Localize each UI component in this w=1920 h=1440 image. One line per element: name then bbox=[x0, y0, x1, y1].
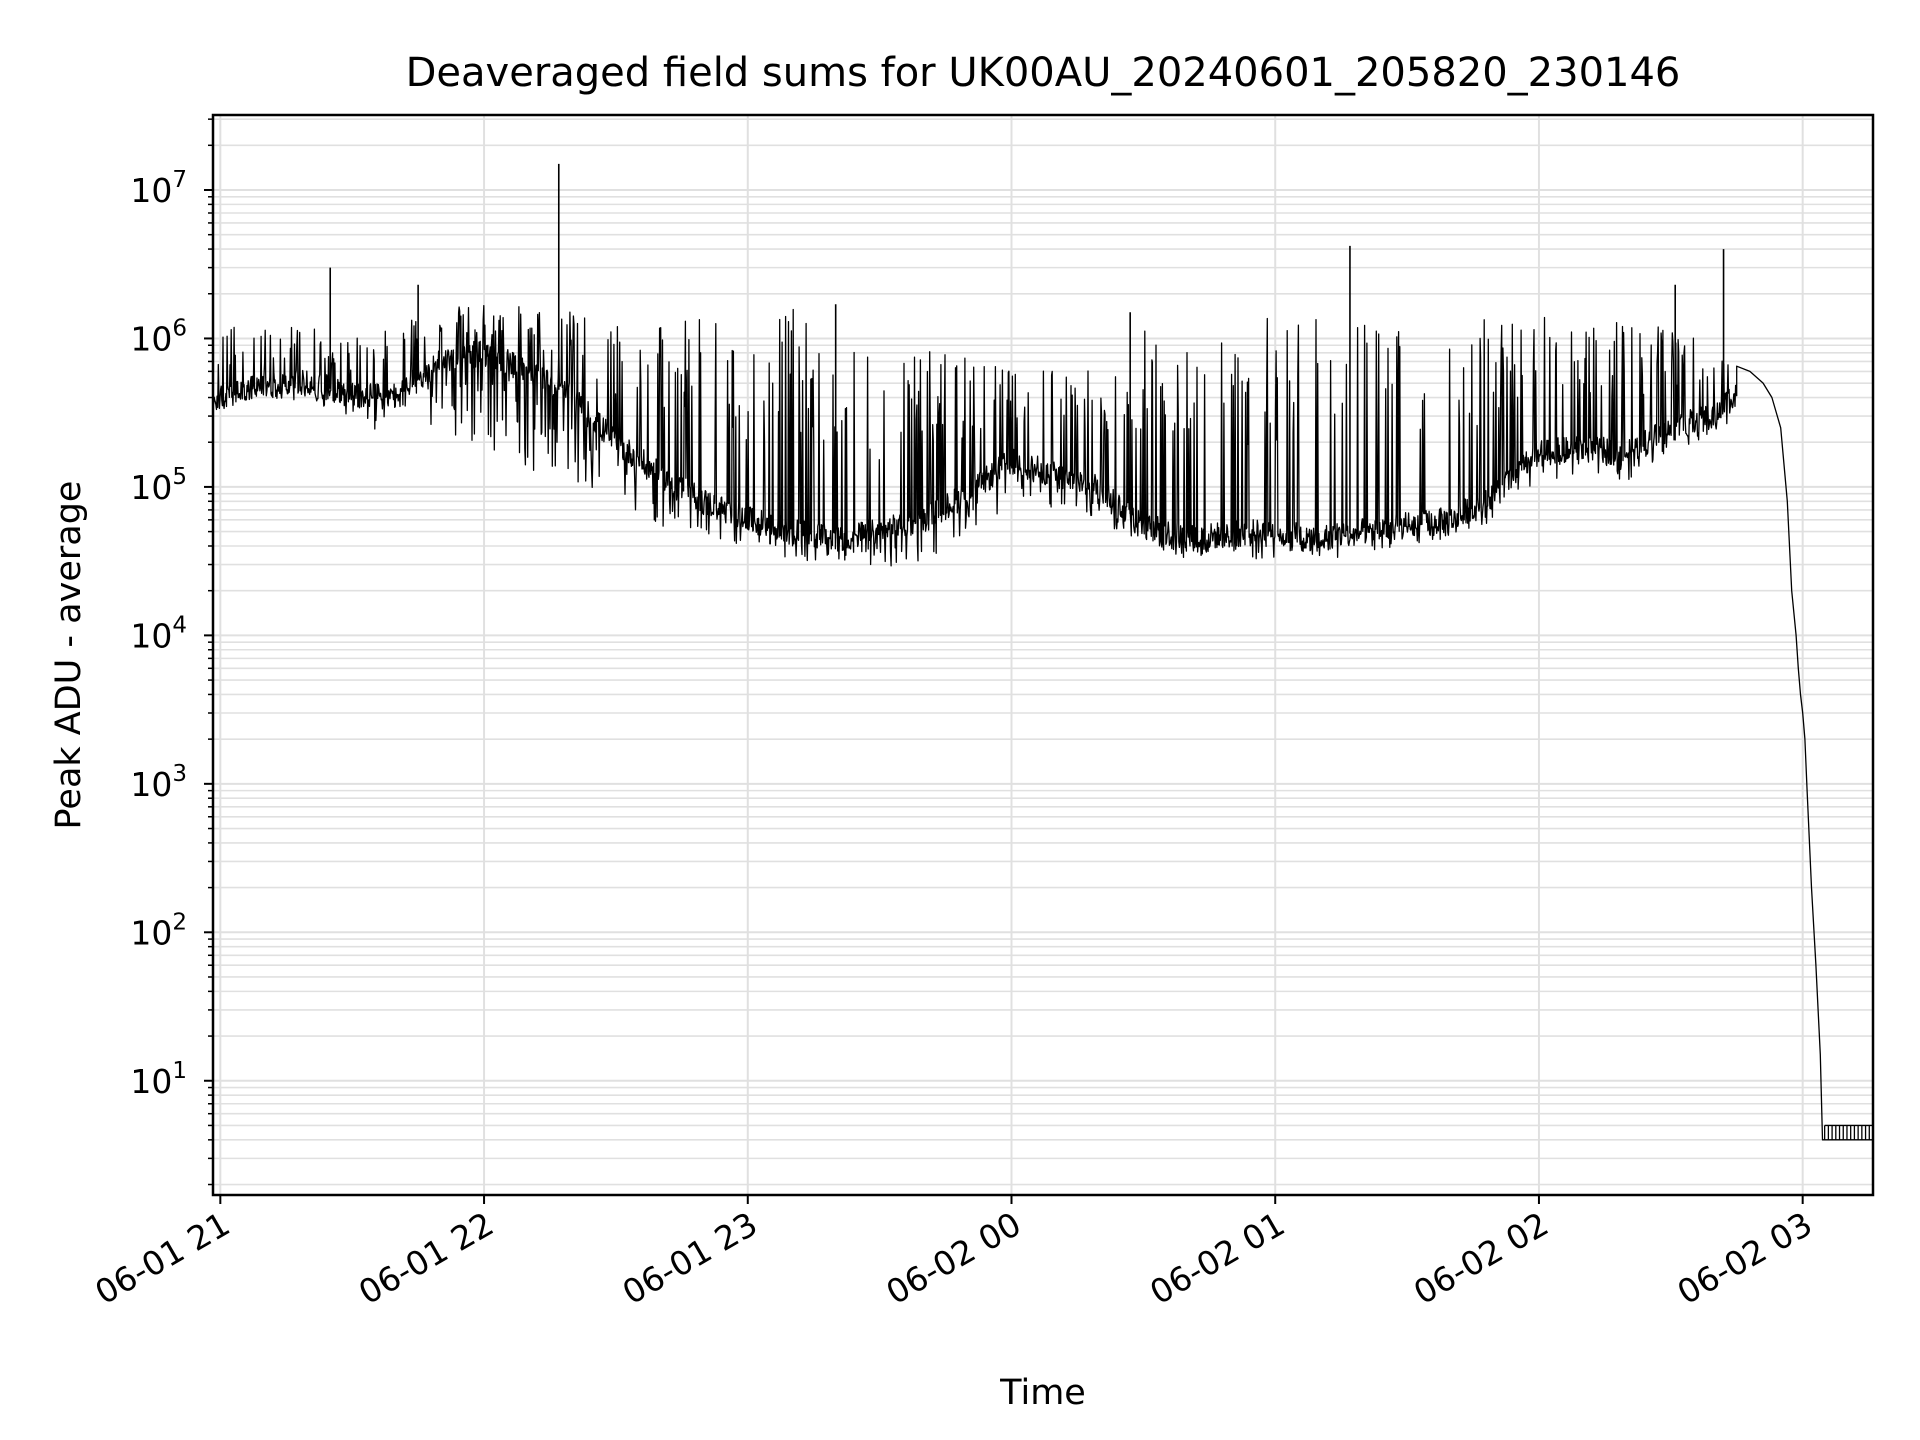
y-axis-label: Peak ADU - average bbox=[49, 481, 89, 830]
y-tick-label: 103 bbox=[130, 761, 187, 804]
y-tick-label: 104 bbox=[130, 612, 187, 655]
y-tick-base: 10 bbox=[130, 913, 172, 952]
y-tick-base: 10 bbox=[130, 319, 172, 358]
x-axis-label: Time bbox=[999, 1373, 1086, 1413]
y-tick-base: 10 bbox=[130, 171, 172, 210]
y-tick-exponent: 5 bbox=[172, 464, 187, 490]
y-tick-exponent: 3 bbox=[172, 761, 187, 787]
y-tick-exponent: 7 bbox=[172, 167, 187, 193]
plot-frame bbox=[211, 113, 1875, 1197]
y-tick-label: 102 bbox=[130, 909, 187, 952]
y-tick-base: 10 bbox=[130, 765, 172, 804]
y-tick-exponent: 2 bbox=[172, 909, 187, 935]
y-tick-label: 101 bbox=[130, 1058, 187, 1101]
y-tick-exponent: 6 bbox=[172, 315, 187, 341]
y-tick-base: 10 bbox=[130, 616, 172, 655]
chart-title: Deaveraged field sums for UK00AU_2024060… bbox=[406, 50, 1681, 96]
y-tick-base: 10 bbox=[130, 468, 172, 507]
y-tick-exponent: 4 bbox=[172, 612, 187, 638]
y-tick-base: 10 bbox=[130, 1062, 172, 1101]
y-tick-label: 105 bbox=[130, 464, 187, 507]
y-tick-label: 106 bbox=[130, 315, 187, 358]
y-tick-exponent: 1 bbox=[172, 1058, 187, 1084]
series-line bbox=[212, 305, 1873, 1141]
y-tick-label: 107 bbox=[130, 167, 187, 210]
